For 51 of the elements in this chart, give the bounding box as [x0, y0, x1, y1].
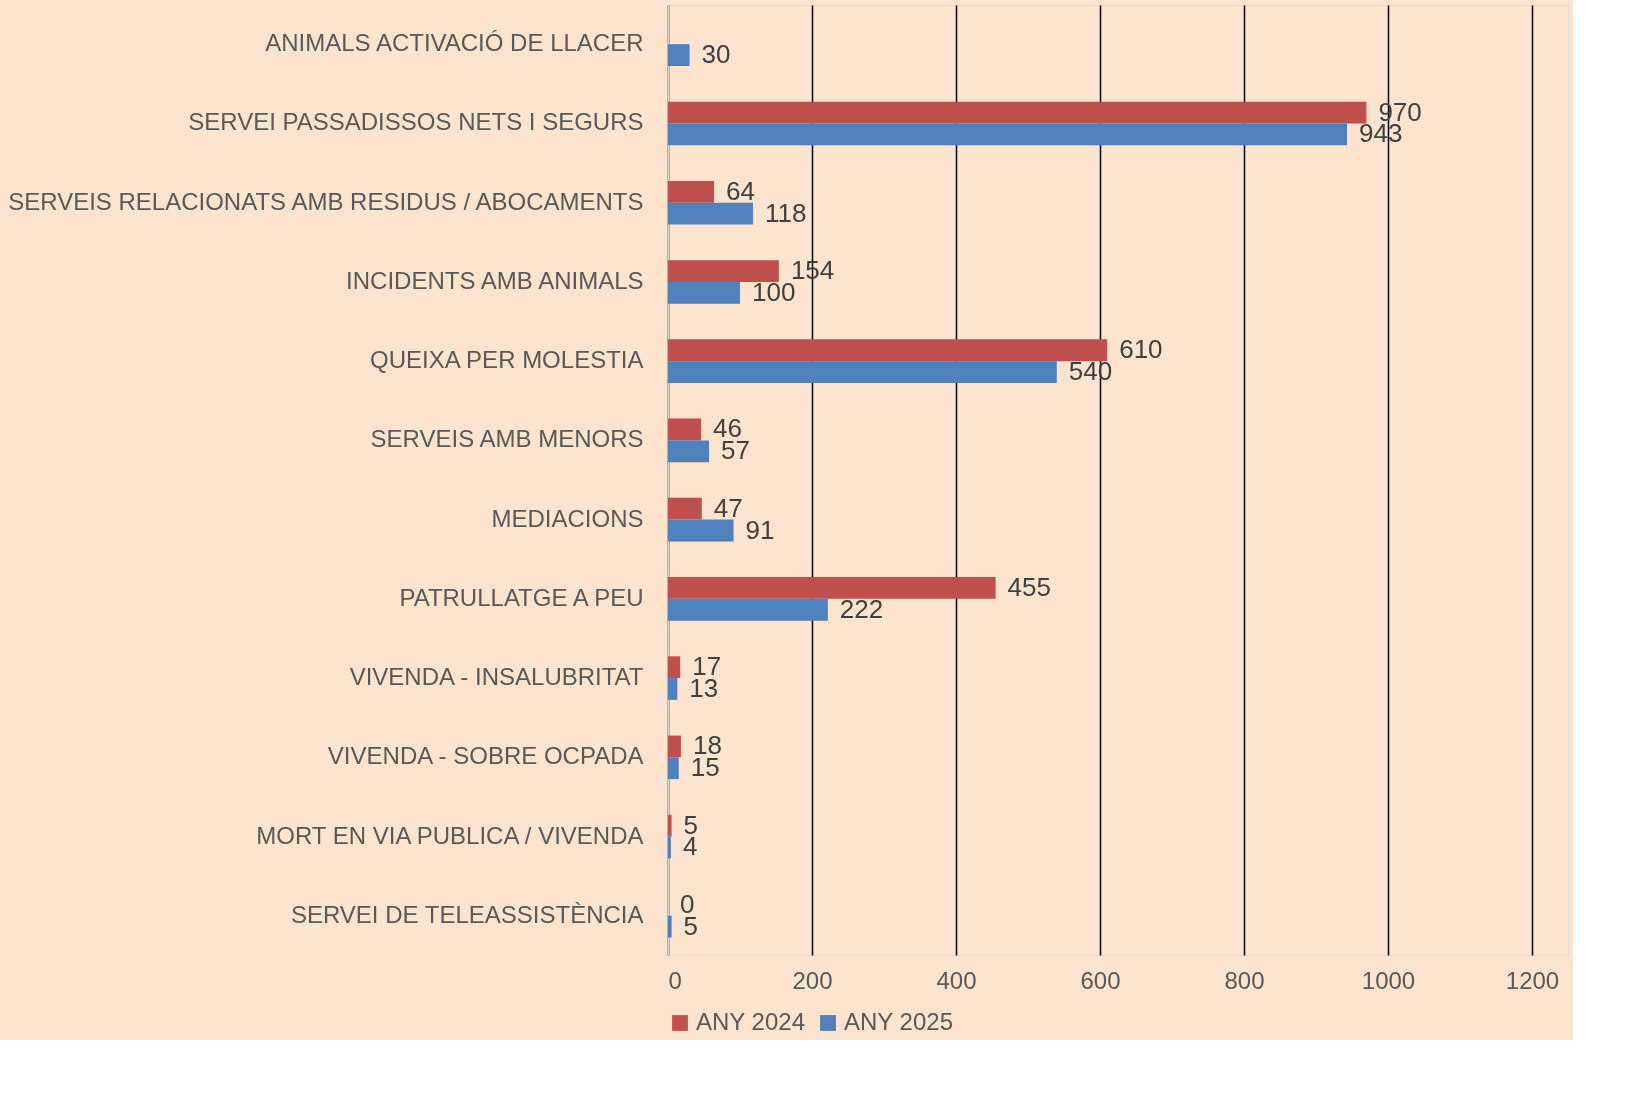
data-label: 222 [839, 593, 884, 624]
bar [668, 678, 678, 700]
legend-label: ANY 2025 [844, 1008, 953, 1035]
y-tick-label: INCIDENTS AMB ANIMALS [346, 266, 644, 294]
bar [668, 361, 1057, 383]
x-tick-label: 200 [792, 966, 833, 994]
x-tick-label: 1000 [1361, 966, 1416, 994]
bar [668, 577, 996, 599]
bar [668, 497, 702, 520]
y-tick-label: SERVEIS AMB MENORS [370, 425, 644, 453]
legend-label: ANY 2024 [696, 1008, 805, 1035]
x-tick-label: 0 [668, 966, 682, 994]
data-label: 610 [1119, 334, 1163, 365]
y-tick-label: SERVEI PASSADISSOS NETS I SEGURS [188, 108, 644, 136]
bar [668, 814, 672, 837]
bar [668, 339, 1108, 362]
y-tick-label: VIVENDA - INSALUBRITAT [349, 663, 644, 691]
bar [668, 915, 672, 938]
y-tick-label: MORT EN VIA PUBLICA / VIVENDA [256, 821, 644, 849]
x-tick-label: 400 [936, 966, 977, 994]
bar [668, 281, 740, 304]
data-label: 118 [764, 197, 807, 228]
bar [668, 836, 671, 859]
data-label: 47 [713, 492, 743, 523]
bar [668, 180, 715, 203]
bar [668, 519, 734, 542]
y-tick-label: PATRULLATGE A PEU [399, 583, 644, 611]
y-tick-label: SERVEI DE TELEASSISTÈNCIA [290, 900, 644, 928]
x-tick-label: 1200 [1505, 966, 1560, 994]
y-tick-label: VIVENDA - SOBRE OCPADA [327, 742, 644, 770]
y-tick-label: SERVEIS RELACIONATS AMB RESIDUS / ABOCAMENTS [8, 187, 644, 215]
bar [668, 656, 681, 679]
bar [668, 440, 710, 463]
data-label: 64 [726, 175, 755, 206]
data-label: 455 [1007, 571, 1051, 602]
bar [668, 44, 690, 67]
bar [668, 123, 1347, 146]
bar [668, 735, 681, 758]
bar [668, 757, 679, 780]
bar [668, 598, 828, 621]
y-tick-label: ANIMALS ACTIVACIÓ DE LLACER [265, 29, 644, 57]
bar [668, 202, 753, 225]
x-tick-label: 800 [1224, 966, 1265, 994]
bar [668, 260, 779, 282]
data-label: 30 [701, 39, 731, 70]
bar [668, 101, 1367, 124]
data-label: 91 [745, 514, 775, 545]
x-tick-label: 600 [1080, 966, 1121, 994]
y-tick-label: MEDIACIONS [491, 504, 644, 532]
bar [668, 418, 702, 441]
y-tick-label: QUEIXA PER MOLESTIA [370, 346, 644, 374]
